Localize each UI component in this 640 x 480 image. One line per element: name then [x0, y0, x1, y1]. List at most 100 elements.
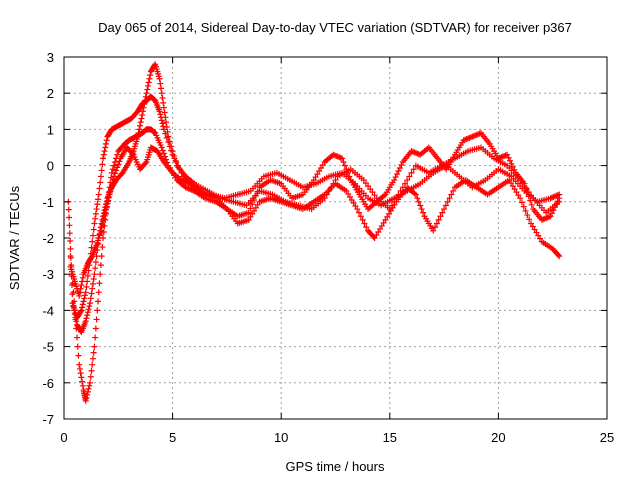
data-point [433, 220, 440, 227]
data-point [66, 222, 73, 229]
data-point [99, 244, 106, 251]
data-point [84, 391, 91, 398]
data-point [100, 218, 107, 225]
data-point [96, 280, 103, 287]
data-point [95, 196, 102, 203]
data-point [157, 111, 164, 118]
data-point [160, 123, 167, 130]
data-point [89, 232, 96, 239]
data-point [100, 215, 107, 222]
data-point [137, 119, 144, 126]
data-point [391, 177, 398, 184]
data-point [352, 203, 359, 210]
data-point [362, 180, 369, 187]
data-point [164, 128, 171, 135]
data-point [76, 292, 83, 299]
data-point [71, 307, 78, 314]
data-point [450, 187, 457, 194]
data-point [98, 253, 105, 260]
data-point [537, 235, 544, 242]
data-point [319, 161, 326, 168]
data-point [159, 95, 166, 102]
data-point [91, 271, 98, 278]
data-point [511, 186, 518, 193]
data-point [140, 104, 147, 111]
data-point [85, 385, 92, 392]
data-point [83, 283, 90, 290]
data-point [161, 109, 168, 116]
data-point [102, 206, 109, 213]
data-point [114, 164, 121, 171]
data-point [527, 220, 534, 227]
data-point [163, 119, 170, 126]
data-point [89, 361, 96, 368]
data-point [318, 165, 325, 172]
series-track-a [65, 93, 563, 321]
data-point [104, 200, 111, 207]
data-point [158, 144, 165, 151]
data-point [506, 157, 513, 164]
y-tick-label: -3 [42, 267, 54, 282]
data-point [556, 191, 563, 198]
data-point [518, 199, 525, 206]
data-point [159, 147, 166, 154]
data-point [251, 207, 258, 214]
data-point [84, 278, 91, 285]
data-point [360, 177, 367, 184]
data-point [143, 90, 150, 97]
data-points [65, 61, 563, 404]
data-point [509, 183, 516, 190]
data-point [99, 221, 106, 228]
data-point [396, 165, 403, 172]
data-point [346, 193, 353, 200]
data-point [115, 161, 122, 168]
data-point [138, 115, 145, 122]
data-point [93, 206, 100, 213]
data-point [78, 374, 85, 381]
data-point [160, 99, 167, 106]
data-point [321, 195, 328, 202]
data-point [442, 202, 449, 209]
data-point [252, 204, 259, 211]
data-point [107, 188, 114, 195]
data-point [314, 171, 321, 178]
y-tick-label: 3 [47, 50, 54, 65]
axis-ticks: 0 5 10 15 20 25 -7 -6 -5 -4 -3 -2 -1 0 1 2 3 [42, 50, 614, 445]
data-point [165, 139, 172, 146]
data-point [531, 226, 538, 233]
data-point [432, 224, 439, 231]
data-point [108, 169, 115, 176]
data-point [70, 303, 77, 310]
data-point [160, 150, 167, 157]
data-point [82, 318, 89, 325]
data-point [85, 306, 92, 313]
data-point [73, 318, 80, 325]
data-point [88, 290, 95, 297]
data-point [165, 133, 172, 140]
data-point [371, 192, 378, 199]
data-point [160, 104, 167, 111]
data-point [112, 170, 119, 177]
data-point [69, 300, 76, 307]
data-point [92, 210, 99, 217]
data-point [89, 355, 96, 362]
data-point [414, 195, 421, 202]
data-point [361, 220, 368, 227]
data-point [526, 216, 533, 223]
data-point [173, 158, 180, 165]
series-track-d [67, 144, 563, 299]
data-point [399, 184, 406, 191]
data-point [446, 195, 453, 202]
data-point [92, 215, 99, 222]
series-track-b [67, 126, 563, 404]
data-point [508, 180, 515, 187]
data-point [147, 72, 154, 79]
data-point [98, 167, 105, 174]
x-axis-label: GPS time / hours [286, 459, 385, 474]
data-point [78, 307, 85, 314]
y-tick-label: 1 [47, 122, 54, 137]
data-point [112, 158, 119, 165]
data-point [550, 207, 557, 214]
data-point [508, 160, 515, 167]
